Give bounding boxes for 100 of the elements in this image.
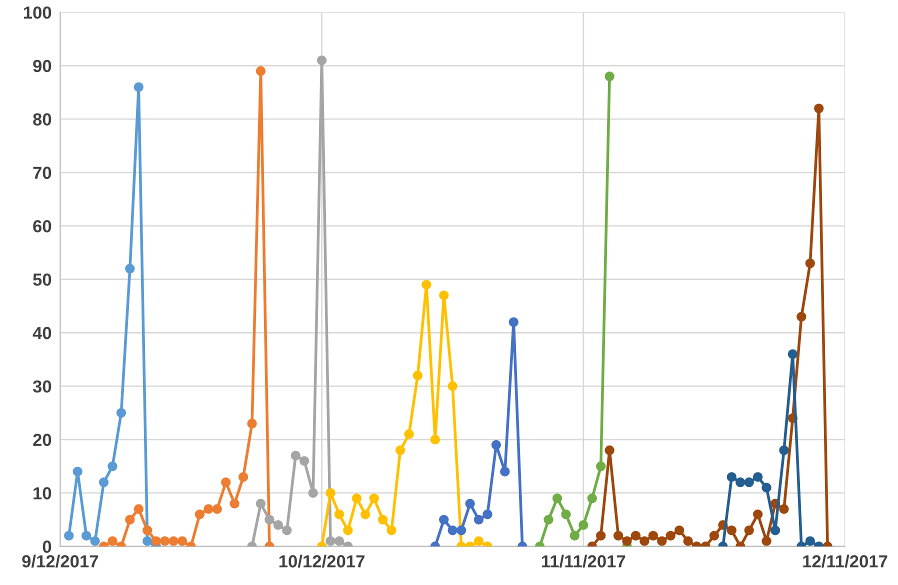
point <box>142 536 152 546</box>
point <box>134 82 144 92</box>
point <box>220 477 231 488</box>
point <box>439 290 449 300</box>
point <box>666 530 676 541</box>
point <box>640 536 650 546</box>
point <box>448 526 458 536</box>
y-tick-label: 60 <box>33 220 52 232</box>
point <box>326 536 336 546</box>
point <box>64 530 74 541</box>
point <box>744 477 754 488</box>
point <box>386 526 396 536</box>
point <box>508 317 518 327</box>
x-tick-label: 12/11/2017 <box>803 554 888 568</box>
point <box>90 536 100 546</box>
point <box>343 526 353 536</box>
x-tick-label: 11/11/2017 <box>542 554 626 568</box>
point <box>613 530 624 541</box>
point <box>604 72 614 82</box>
point <box>779 445 789 456</box>
x-tick-label: 10/12/2017 <box>279 554 364 568</box>
point <box>282 526 292 536</box>
point <box>752 472 763 482</box>
point <box>81 530 92 541</box>
point <box>299 456 310 466</box>
point <box>378 514 388 525</box>
point <box>482 509 492 520</box>
point <box>194 509 205 520</box>
point <box>796 312 806 322</box>
point <box>264 514 274 525</box>
y-tick-label: 0 <box>42 540 52 553</box>
point <box>587 493 597 504</box>
point <box>805 258 815 268</box>
point <box>98 477 109 488</box>
point <box>596 461 606 472</box>
point <box>116 408 126 418</box>
point <box>230 498 240 509</box>
point <box>657 536 667 546</box>
point <box>108 461 118 472</box>
point <box>326 488 336 498</box>
point <box>736 477 746 488</box>
point <box>422 280 432 290</box>
point <box>212 504 222 514</box>
point <box>151 536 161 546</box>
point <box>334 536 344 546</box>
point <box>290 450 300 460</box>
point <box>770 526 780 536</box>
point <box>788 349 798 359</box>
y-tick-label: 70 <box>33 166 52 179</box>
y-tick-label: 40 <box>32 326 52 340</box>
x-tick-label: 9/12/2017 <box>22 554 98 568</box>
point <box>500 466 510 476</box>
point <box>256 498 266 509</box>
point <box>412 370 423 380</box>
point <box>142 526 152 536</box>
point <box>369 493 379 504</box>
point <box>238 472 248 482</box>
point <box>316 55 327 66</box>
point <box>108 536 118 546</box>
point <box>544 514 554 525</box>
point <box>604 445 614 456</box>
point <box>448 381 458 392</box>
y-tick-label: 50 <box>33 274 52 286</box>
point <box>177 536 188 546</box>
point <box>256 66 266 76</box>
point <box>125 264 135 274</box>
point <box>596 530 606 541</box>
point <box>352 493 362 504</box>
y-tick-label: 90 <box>33 60 52 72</box>
point <box>552 493 562 504</box>
point <box>726 472 737 482</box>
point <box>204 504 214 514</box>
point <box>430 434 440 444</box>
point <box>465 498 475 509</box>
point <box>395 445 406 456</box>
point <box>439 514 449 525</box>
point <box>125 514 135 525</box>
point <box>160 536 170 546</box>
point <box>334 509 344 520</box>
point <box>247 418 257 428</box>
point <box>683 536 693 546</box>
point <box>805 536 815 546</box>
point <box>491 440 502 450</box>
point <box>814 104 824 114</box>
point <box>578 520 588 530</box>
point <box>273 520 284 530</box>
point <box>474 536 484 546</box>
point <box>648 530 658 541</box>
point <box>622 536 632 546</box>
y-tick-label: 80 <box>33 113 52 126</box>
point <box>308 488 318 498</box>
point <box>134 504 144 514</box>
point <box>630 530 641 541</box>
y-tick-label: 100 <box>24 6 52 19</box>
point <box>404 429 414 440</box>
point <box>456 526 466 536</box>
point <box>752 509 763 520</box>
point <box>570 530 580 541</box>
point <box>561 509 571 520</box>
point <box>709 530 720 541</box>
